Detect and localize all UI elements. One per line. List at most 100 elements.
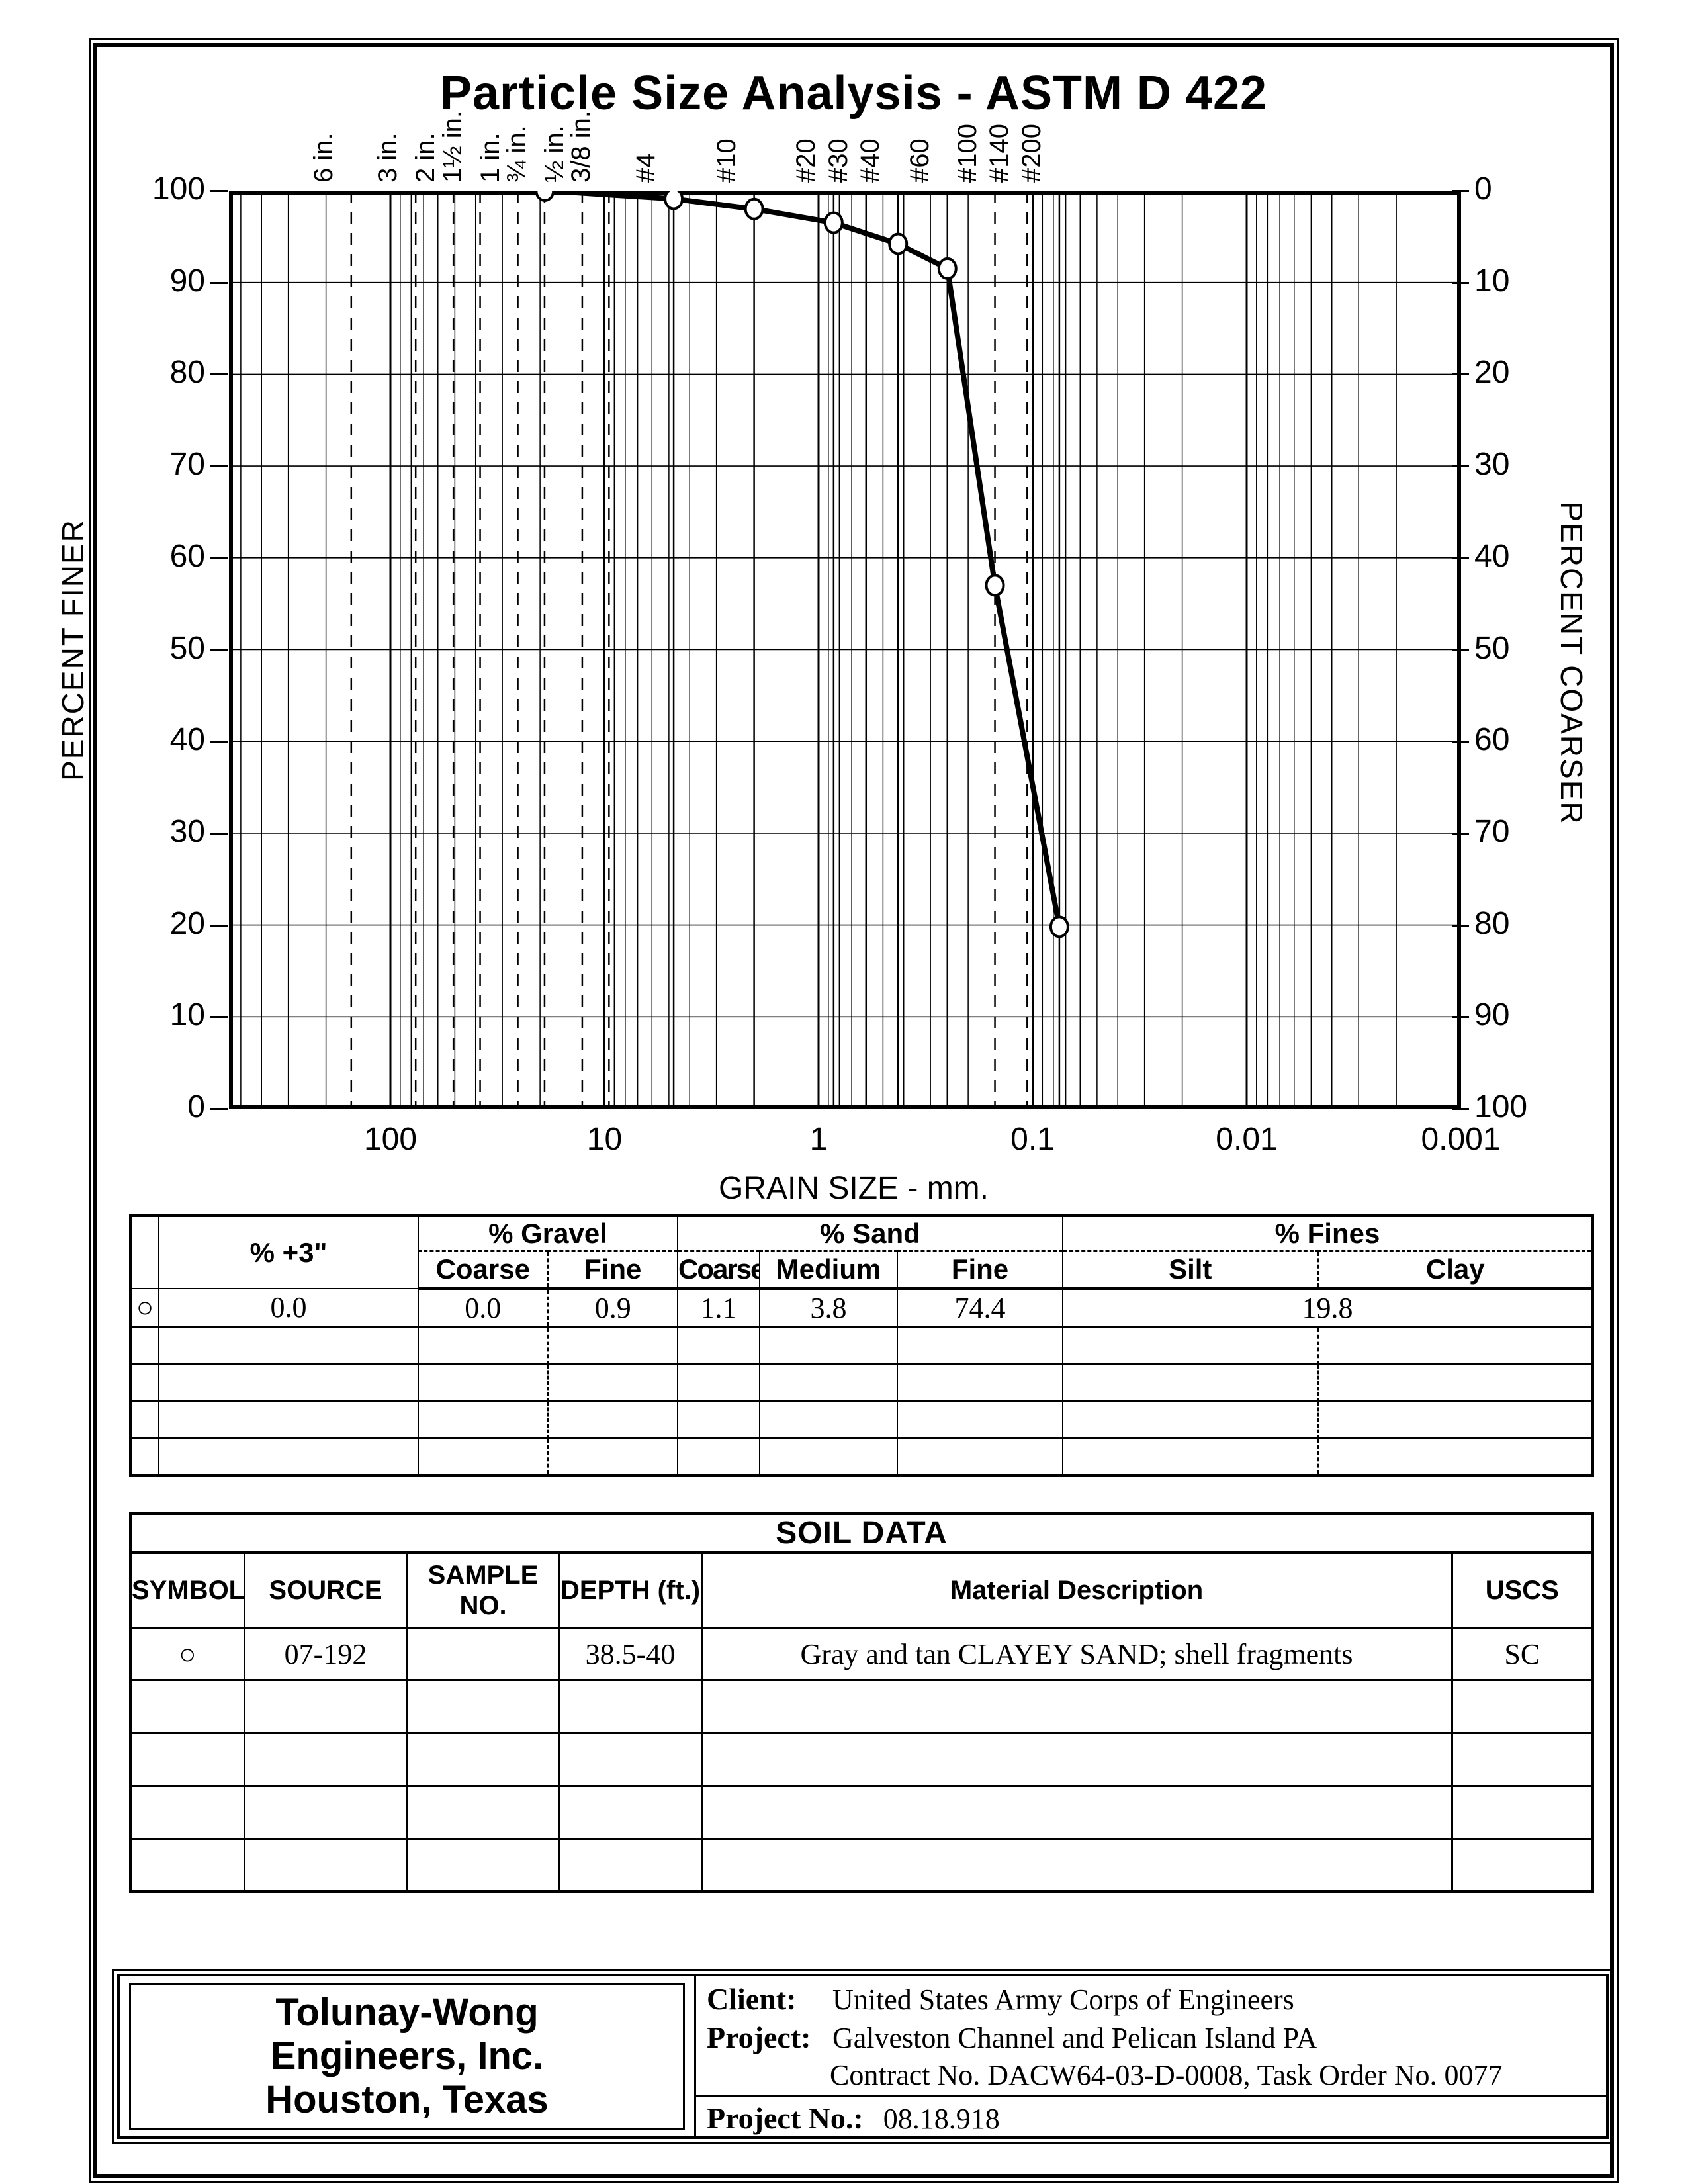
soil-empty-row — [129, 1837, 1594, 1893]
data-point-marker — [664, 191, 684, 210]
contract-row: Contract No. DACW64-03-D-0008, Task Orde… — [830, 2058, 1503, 2092]
soil-data-row: ○ 07-192 38.5-40 Gray and tan CLAYEY SAN… — [129, 1627, 1594, 1681]
client-row: Client: United States Army Corps of Engi… — [707, 1981, 1294, 2017]
y-left-tick-label: 90 — [169, 263, 205, 298]
grain-size-chart — [229, 191, 1461, 1109]
sieve-size-label: #10 — [711, 138, 741, 183]
gradation-curve — [545, 191, 1062, 928]
y-right-tick-mark — [1452, 924, 1469, 927]
data-point-marker — [823, 211, 844, 234]
y-right-tick-label: 30 — [1474, 447, 1510, 482]
sand-fine-header: Fine — [897, 1250, 1063, 1290]
y-left-tick-label: 0 — [187, 1089, 205, 1124]
x-tick-label: 10 — [586, 1122, 623, 1157]
y-right-tick-mark — [1452, 190, 1469, 192]
silt-header: Silt — [1062, 1250, 1319, 1290]
y-left-tick-mark — [210, 1108, 228, 1110]
gradation-empty-row — [130, 1400, 1593, 1439]
gravel-coarse-header: Coarse — [418, 1250, 549, 1290]
y-right-tick-label: 40 — [1474, 538, 1510, 574]
soil-empty-row — [129, 1784, 1594, 1840]
project-no-divider — [696, 2095, 1606, 2097]
gravel-fine-header: Fine — [547, 1250, 678, 1290]
y-left-tick-label: 50 — [169, 630, 205, 666]
y-right-tick-mark — [1452, 373, 1469, 376]
y-left-tick-mark — [210, 373, 228, 376]
y-left-tick-label: 80 — [169, 355, 205, 390]
clay-header: Clay — [1317, 1250, 1593, 1290]
page-title: Particle Size Analysis - ASTM D 422 — [439, 67, 1268, 120]
y-left-tick-mark — [210, 465, 228, 468]
title-block: Tolunay-Wong Engineers, Inc. Houston, Te… — [112, 1969, 1613, 2144]
y-left-tick-label: 30 — [169, 813, 205, 849]
y-left-tick-mark — [210, 557, 228, 559]
material-description-value: Gray and tan CLAYEY SAND; shell fragment… — [700, 1627, 1453, 1681]
y-right-tick-mark — [1452, 281, 1469, 284]
gradation-empty-row — [130, 1326, 1593, 1365]
company-box: Tolunay-Wong Engineers, Inc. Houston, Te… — [120, 1976, 696, 2136]
y-right-tick-mark — [1452, 649, 1469, 651]
y-right-tick-mark — [1452, 1108, 1469, 1110]
depth-value: 38.5-40 — [558, 1627, 703, 1681]
company-name-box: Tolunay-Wong Engineers, Inc. Houston, Te… — [129, 1983, 685, 2130]
gradation-empty-row — [130, 1437, 1593, 1476]
plus3-header: % +3" — [158, 1215, 419, 1289]
y-right-tick-label: 100 — [1474, 1089, 1528, 1124]
x-tick-label: 0.001 — [1421, 1122, 1501, 1157]
sieve-size-label: #200 — [1016, 124, 1046, 183]
data-point-marker — [888, 232, 909, 255]
y-right-tick-label: 80 — [1474, 905, 1510, 941]
data-point-marker — [744, 197, 764, 220]
depth-header: DEPTH (ft.) — [558, 1551, 703, 1629]
sieve-size-label: ½ in. — [539, 125, 569, 183]
sieve-size-label: #20 — [791, 138, 821, 183]
project-no-label: Project No.: — [707, 2101, 864, 2135]
sieve-size-label: 6 in. — [308, 132, 338, 183]
x-axis-title: GRAIN SIZE - mm. — [719, 1171, 989, 1206]
y-left-tick-mark — [210, 649, 228, 651]
gravel-coarse-value: 0.0 — [418, 1288, 549, 1328]
project-info-box: Client: United States Army Corps of Engi… — [696, 1976, 1606, 2136]
x-tick-label: 0.1 — [1010, 1122, 1055, 1157]
y-left-tick-mark — [210, 924, 228, 927]
data-point-marker — [1049, 915, 1069, 938]
y-left-tick-mark — [210, 1016, 228, 1019]
y-left-tick-mark — [210, 190, 228, 192]
source-value: 07-192 — [243, 1627, 408, 1681]
sieve-size-label: 2 in. — [411, 132, 441, 183]
y-right-tick-mark — [1452, 1016, 1469, 1019]
sample-no-header: SAMPLE NO. — [406, 1551, 560, 1629]
y-right-tick-label: 90 — [1474, 997, 1510, 1033]
y-right-tick-mark — [1452, 465, 1469, 468]
soil-data-title-row: SOIL DATA — [129, 1512, 1594, 1554]
project-no-row: Project No.: 08.18.918 — [707, 2101, 1000, 2136]
sand-medium-value: 3.8 — [759, 1288, 898, 1328]
project-no-value: 08.18.918 — [883, 2103, 1000, 2135]
sieve-size-label: 1 in. — [475, 132, 505, 183]
soil-data-title: SOIL DATA — [129, 1512, 1594, 1554]
sample-no-value — [406, 1627, 560, 1681]
company-name-line2: Engineers, Inc. — [270, 2034, 544, 2077]
y-right-tick-label: 70 — [1474, 813, 1510, 849]
x-tick-label: 100 — [363, 1122, 418, 1157]
x-tick-label: 0.01 — [1216, 1122, 1278, 1157]
sieve-size-label: ¾ in. — [502, 125, 531, 183]
material-description-header: Material Description — [700, 1551, 1453, 1629]
x-tick-label: 1 — [809, 1122, 828, 1157]
y-left-tick-label: 20 — [169, 905, 205, 941]
sieve-size-label: #40 — [856, 138, 885, 183]
sieve-size-label: #100 — [952, 124, 982, 183]
y-left-tick-label: 40 — [169, 722, 205, 758]
y-left-tick-mark — [210, 832, 228, 835]
y-right-tick-label: 10 — [1474, 263, 1510, 298]
sieve-size-label: 3 in. — [373, 132, 403, 183]
sieve-size-label: #4 — [631, 153, 661, 183]
plus3-value: 0.0 — [158, 1288, 419, 1328]
symbol-column-header — [130, 1215, 159, 1289]
project-label: Project: — [707, 2021, 811, 2054]
data-point-marker — [535, 191, 555, 202]
gradation-data-row: ○ 0.0 0.0 0.9 1.1 3.8 74.4 19.8 — [130, 1288, 1593, 1328]
sieve-size-label: 3/8 in. — [566, 111, 596, 183]
company-name-line1: Tolunay-Wong — [275, 1991, 539, 2034]
